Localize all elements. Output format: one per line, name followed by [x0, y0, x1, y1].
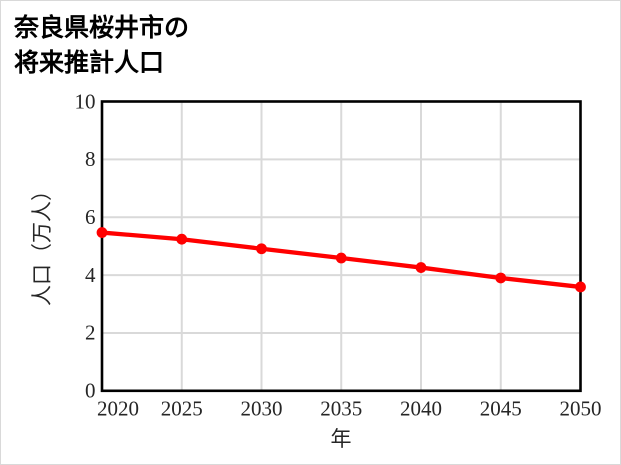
- x-tick-label: 2045: [480, 396, 522, 420]
- plot-border: [100, 100, 582, 393]
- data-point: [495, 272, 507, 284]
- x-tick-label: 2040: [400, 396, 442, 420]
- y-tick-label: 4: [85, 263, 96, 287]
- data-point: [256, 243, 267, 255]
- y-tick-label: 10: [75, 89, 96, 113]
- x-tick-label: 2030: [241, 396, 283, 420]
- x-tick-label: 2025: [161, 396, 203, 420]
- y-tick-label: 6: [85, 205, 96, 229]
- x-tick-label: 2020: [97, 396, 139, 420]
- chart-title-line2: 将来推計人口: [14, 49, 165, 77]
- data-point: [176, 233, 188, 245]
- y-tick-label: 8: [85, 147, 96, 171]
- y-tick-label: 0: [85, 379, 96, 403]
- x-tick-label: 2035: [320, 396, 362, 420]
- data-point: [96, 227, 108, 238]
- y-tick-label: 2: [85, 321, 96, 345]
- data-point: [335, 252, 347, 264]
- x-axis-title: 年: [330, 428, 352, 451]
- data-point: [415, 262, 427, 273]
- data-point: [575, 281, 586, 293]
- x-tick-label: 2050: [560, 396, 602, 420]
- chart-title: 奈良県桜井市の 将来推計人口: [14, 11, 189, 81]
- chart-title-line1: 奈良県桜井市の: [14, 14, 190, 42]
